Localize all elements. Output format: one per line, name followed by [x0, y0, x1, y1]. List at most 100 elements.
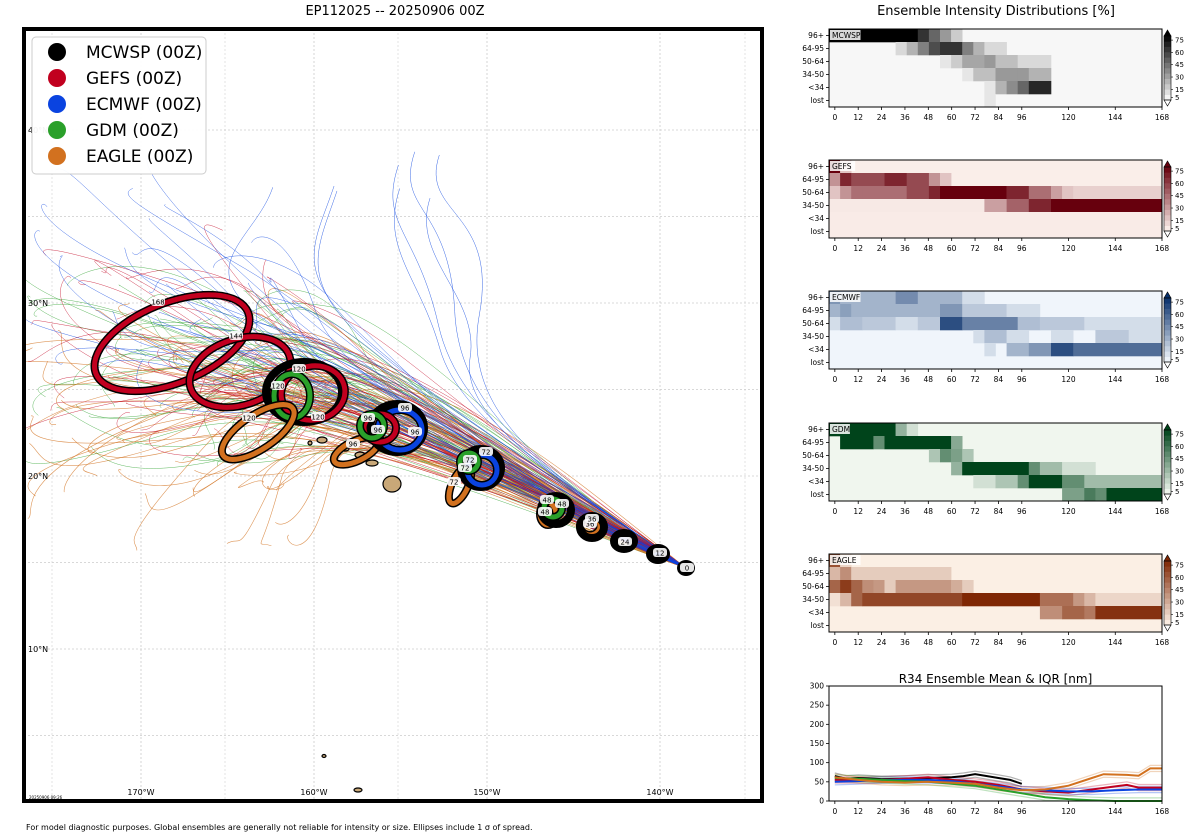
heatmap-cell — [1084, 475, 1163, 489]
colorbar-tick-label: 60 — [1175, 49, 1184, 57]
island-shape — [316, 436, 328, 444]
ensemble-track — [228, 187, 687, 569]
heatmap-cell — [895, 42, 907, 56]
r34-x-label: 36 — [900, 807, 910, 816]
heatmap-x-label: 24 — [877, 375, 887, 384]
ensemble-track — [410, 151, 687, 569]
legend-label: EAGLE (00Z) — [86, 147, 193, 167]
heatmap-cell — [962, 291, 985, 305]
heatmap-cell — [951, 29, 963, 43]
intensity-panel-title: Ensemble Intensity Distributions [%] — [877, 4, 1115, 19]
heatmap-cell — [1017, 81, 1030, 95]
heatmap-x-label: 144 — [1108, 507, 1123, 516]
heatmap-y-label: 96+ — [808, 293, 824, 302]
svg-text:72: 72 — [461, 465, 470, 473]
colorbar-tick-label: 45 — [1175, 455, 1184, 463]
heatmap-y-label: 96+ — [808, 31, 824, 40]
heatmap-x-label: 96 — [1017, 638, 1027, 647]
ensemble-track — [262, 260, 687, 569]
heatmap-x-label: 120 — [1061, 113, 1076, 122]
heatmap-cell — [962, 449, 974, 463]
ensemble-track — [125, 402, 687, 569]
heatmap-cell — [1039, 593, 1074, 607]
heatmap-cell — [906, 423, 919, 437]
heatmap-cell — [951, 55, 963, 69]
r34-y-label: 50 — [814, 777, 824, 786]
heatmap-x-label: 144 — [1108, 375, 1123, 384]
heatmap-x-label: 72 — [970, 507, 980, 516]
heatmap-cell — [862, 186, 907, 200]
heatmap-cell — [840, 186, 852, 200]
heatmap-cell — [1051, 343, 1074, 357]
heatmap-x-label: 72 — [970, 113, 980, 122]
island-shape — [382, 475, 402, 493]
colorbar-tick-label: 30 — [1175, 205, 1184, 213]
heatmap-cell — [1062, 606, 1085, 620]
heatmap-cell — [1006, 186, 1030, 200]
heatmap-y-label: 50-64 — [802, 319, 824, 328]
heatmap-cell — [840, 593, 852, 607]
svg-text:96: 96 — [401, 405, 410, 413]
colorbar-tick-label: 15 — [1175, 348, 1184, 356]
heatmap-x-label: 168 — [1155, 638, 1170, 647]
heatmap-cell — [884, 173, 907, 187]
forecast-hour-label: 48 — [555, 499, 569, 509]
track-map[interactable]: 1681441201201201209672483696969696727272… — [10, 29, 762, 801]
heatmap-x-label: 168 — [1155, 375, 1170, 384]
colorbar-tick-label: 5 — [1175, 356, 1179, 364]
heatmap-x-label: 96 — [1017, 507, 1027, 516]
heatmap-cell — [984, 94, 996, 108]
heatmap-y-label: 50-64 — [802, 582, 824, 591]
heatmap-cell — [1095, 606, 1163, 620]
heatmap-x-label: 168 — [1155, 244, 1170, 253]
heatmap-x-label: 60 — [947, 244, 957, 253]
colorbar-tick-label: 75 — [1175, 299, 1184, 307]
legend-entry: GDM (00Z) — [48, 121, 179, 141]
legend-swatch — [48, 147, 66, 165]
heatmap-cell — [840, 317, 863, 331]
heatmap-cell — [1039, 317, 1085, 331]
heatmap-x-label: 12 — [853, 638, 863, 647]
r34-y-label: 200 — [810, 720, 825, 729]
heatmap-y-label: 34-50 — [802, 332, 824, 341]
svg-text:120: 120 — [271, 383, 284, 391]
ensemble-track — [275, 447, 687, 569]
forecast-hour-label: 96 — [408, 427, 422, 437]
svg-text:24: 24 — [621, 539, 630, 547]
heatmap-y-label: 64-95 — [802, 175, 824, 184]
heatmap-y-label: lost — [810, 490, 824, 499]
r34-x-label: 120 — [1061, 807, 1076, 816]
heatmap-x-label: 168 — [1155, 507, 1170, 516]
heatmap-x-label: 120 — [1061, 375, 1076, 384]
forecast-hour-label: 96 — [371, 425, 385, 435]
colorbar-tick-label: 5 — [1175, 225, 1179, 233]
r34-title: R34 Ensemble Mean & IQR [nm] — [899, 672, 1093, 686]
ensemble-track — [194, 363, 687, 569]
legend-swatch — [48, 121, 66, 139]
forecast-hour-label: 120 — [311, 412, 325, 422]
heatmap-x-label: 168 — [1155, 113, 1170, 122]
heatmap-cell — [840, 436, 874, 450]
heatmap-cell — [840, 173, 852, 187]
heatmap-cell — [928, 173, 941, 187]
colorbar-tick-label: 30 — [1175, 468, 1184, 476]
heatmap-cell — [1106, 488, 1163, 502]
heatmap-cell — [962, 68, 974, 82]
heatmap-cell — [940, 317, 963, 331]
heatmap-x-label: 12 — [853, 507, 863, 516]
forecast-hour-label: 120 — [242, 413, 256, 423]
uncertainty-ellipse — [610, 529, 638, 553]
heatmap-cell — [951, 449, 963, 463]
map-title: EP112025 -- 20250906 00Z — [305, 4, 485, 19]
heatmap-x-label: 72 — [970, 638, 980, 647]
heatmap-cell — [1084, 317, 1163, 331]
forecast-hour-label: 120 — [271, 381, 285, 391]
heatmap-cell — [1128, 330, 1163, 344]
r34-x-label: 24 — [877, 807, 887, 816]
colorbar-tick-label: 60 — [1175, 443, 1184, 451]
heatmap-cell — [940, 186, 1007, 200]
heatmap-cell — [940, 42, 963, 56]
heatmap-cell — [829, 186, 841, 200]
forecast-hour-label: 24 — [618, 537, 632, 547]
heatmap-cell — [962, 42, 974, 56]
